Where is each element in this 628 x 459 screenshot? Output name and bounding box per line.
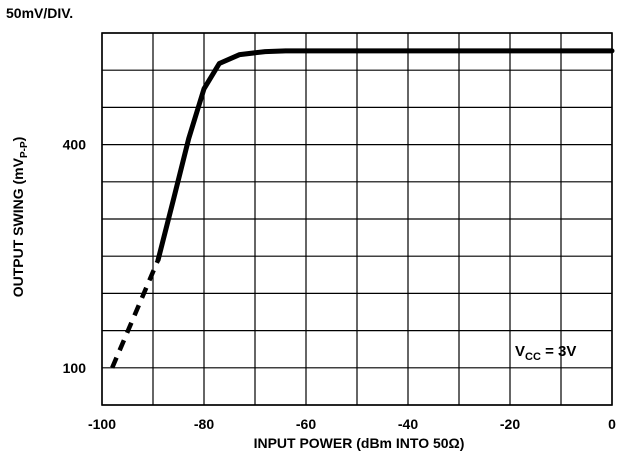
y-axis-label: OUTPUT SWING (mVP-P) (10, 136, 30, 298)
scale-note: 50mV/DIV. (6, 5, 74, 21)
tick-labels: -100 -80 -60 -40 -20 0 100 400 (63, 137, 616, 432)
series-line-extrapolated (110, 259, 161, 369)
x-axis-label: INPUT POWER (dBm INTO 50Ω) (253, 435, 465, 451)
x-tick-label: -60 (296, 416, 316, 432)
series-layer (110, 48, 615, 369)
plot-frame (101, 32, 613, 406)
x-tick-label: -20 (500, 416, 520, 432)
vcc-annotation: VCC = 3V (515, 343, 577, 363)
x-tick-label: -100 (88, 416, 116, 432)
x-tick-label: -80 (194, 416, 214, 432)
grid (101, 32, 613, 406)
x-tick-label: -40 (398, 416, 418, 432)
y-tick-label: 400 (63, 137, 87, 153)
y-tick-label: 100 (63, 360, 87, 376)
x-tick-label: 0 (608, 416, 616, 432)
series-line-measured (155, 48, 615, 263)
